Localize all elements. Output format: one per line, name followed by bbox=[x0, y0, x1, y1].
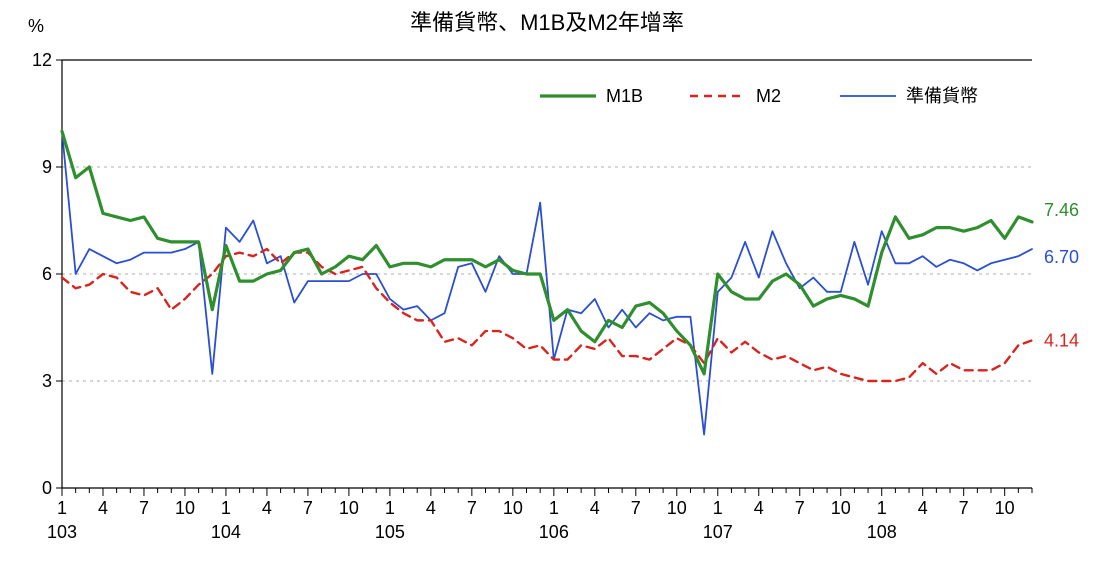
end-label-m1b: 7.46 bbox=[1044, 200, 1079, 220]
chart-title: 準備貨幣、M1B及M2年增率 bbox=[410, 10, 684, 35]
x-year-label: 103 bbox=[47, 522, 77, 542]
x-month-label: 4 bbox=[590, 498, 600, 518]
x-month-label: 4 bbox=[426, 498, 436, 518]
legend-label-m2: M2 bbox=[756, 86, 781, 106]
y-tick-label: 12 bbox=[32, 50, 52, 70]
x-year-label: 105 bbox=[375, 522, 405, 542]
x-month-label: 1 bbox=[385, 498, 395, 518]
x-month-label: 10 bbox=[667, 498, 687, 518]
x-month-label: 4 bbox=[98, 498, 108, 518]
legend-label-m1b: M1B bbox=[606, 86, 643, 106]
x-month-label: 10 bbox=[995, 498, 1015, 518]
x-month-label: 1 bbox=[57, 498, 67, 518]
y-tick-label: 9 bbox=[42, 157, 52, 177]
x-month-label: 10 bbox=[339, 498, 359, 518]
x-year-label: 108 bbox=[867, 522, 897, 542]
x-month-label: 10 bbox=[175, 498, 195, 518]
x-year-label: 104 bbox=[211, 522, 241, 542]
x-month-label: 1 bbox=[549, 498, 559, 518]
x-month-label: 10 bbox=[831, 498, 851, 518]
y-tick-label: 6 bbox=[42, 264, 52, 284]
x-month-label: 7 bbox=[139, 498, 149, 518]
x-month-label: 1 bbox=[877, 498, 887, 518]
x-year-label: 106 bbox=[539, 522, 569, 542]
x-month-label: 10 bbox=[503, 498, 523, 518]
x-year-label: 107 bbox=[703, 522, 733, 542]
legend-label-reserve: 準備貨幣 bbox=[906, 86, 978, 106]
x-month-label: 7 bbox=[795, 498, 805, 518]
x-month-label: 7 bbox=[631, 498, 641, 518]
y-tick-label: 0 bbox=[42, 478, 52, 498]
x-month-label: 4 bbox=[262, 498, 272, 518]
x-month-label: 4 bbox=[918, 498, 928, 518]
end-label-reserve: 6.70 bbox=[1044, 247, 1079, 267]
end-label-m2: 4.14 bbox=[1044, 330, 1079, 350]
x-month-label: 7 bbox=[467, 498, 477, 518]
y-tick-label: 3 bbox=[42, 371, 52, 391]
x-month-label: 7 bbox=[303, 498, 313, 518]
x-month-label: 4 bbox=[754, 498, 764, 518]
chart-svg: 準備貨幣、M1B及M2年增率% 0 3 6 9 12 1 4 7 10 1 4 7 10 1 4 7 10 1 4 7 1… bbox=[0, 0, 1094, 577]
x-month-label: 1 bbox=[713, 498, 723, 518]
x-month-label: 7 bbox=[959, 498, 969, 518]
y-axis-label: % bbox=[28, 16, 44, 36]
chart-container: 準備貨幣、M1B及M2年增率% 0 3 6 9 12 1 4 7 10 1 4 7 10 1 4 7 10 1 4 7 1… bbox=[0, 0, 1094, 577]
x-month-label: 1 bbox=[221, 498, 231, 518]
